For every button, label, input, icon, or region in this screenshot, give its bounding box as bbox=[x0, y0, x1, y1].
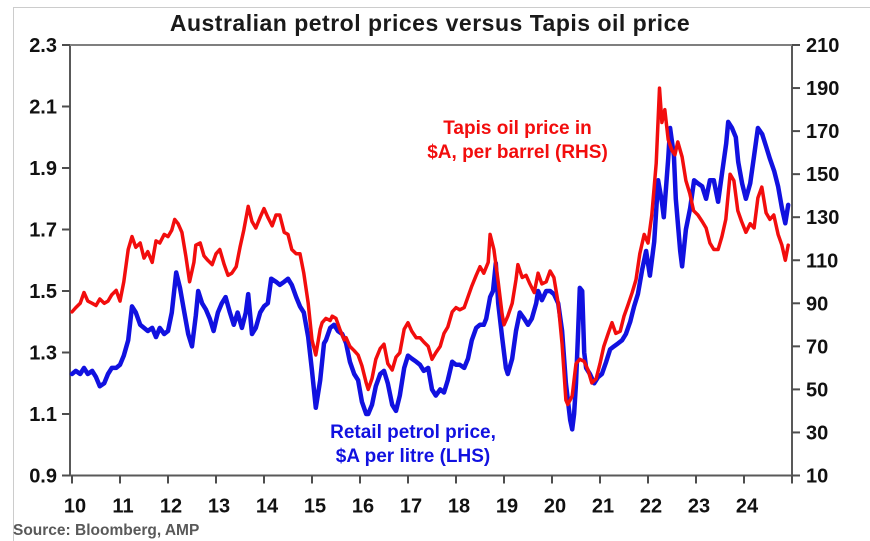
x-axis-tick-label: 13 bbox=[208, 496, 230, 518]
x-axis-tick-label: 23 bbox=[688, 496, 710, 518]
tapis-series-label-line1: Tapis oil price in bbox=[443, 118, 592, 139]
tapis-line bbox=[70, 86, 790, 407]
x-axis-tick-label: 16 bbox=[352, 496, 374, 518]
right-axis-tick-label: 30 bbox=[806, 422, 828, 444]
x-axis-tick-label: 18 bbox=[448, 496, 470, 518]
source-note: Source: Bloomberg, AMP bbox=[13, 522, 200, 539]
petrol-series-label: Retail petrol price, $A per litre (LHS) bbox=[292, 421, 534, 469]
page-border-top bbox=[13, 7, 870, 8]
left-axis-tick-label: 1.9 bbox=[29, 158, 57, 180]
right-axis-tick-label: 210 bbox=[806, 35, 839, 57]
x-axis-tick-label: 12 bbox=[160, 496, 182, 518]
x-axis-tick-label: 11 bbox=[112, 496, 133, 518]
petrol-line bbox=[69, 119, 791, 432]
x-axis-tick-label: 20 bbox=[544, 496, 566, 518]
left-axis-tick-label: 1.3 bbox=[29, 343, 57, 365]
x-axis-tick-label: 15 bbox=[304, 496, 326, 518]
x-axis-tick-label: 14 bbox=[256, 496, 279, 518]
x-axis-tick-label: 21 bbox=[592, 496, 614, 518]
right-axis-tick-label: 170 bbox=[806, 121, 839, 143]
right-axis-tick-label: 130 bbox=[806, 207, 839, 229]
x-axis-tick-label: 17 bbox=[400, 496, 422, 518]
tapis-series-label-line2: $A, per barrel (RHS) bbox=[427, 142, 608, 163]
left-axis-tick-label: 1.7 bbox=[29, 220, 57, 242]
right-axis-tick-label: 10 bbox=[806, 466, 828, 488]
left-axis-tick-label: 2.1 bbox=[29, 97, 57, 119]
tapis-series-label: Tapis oil price in $A, per barrel (RHS) bbox=[395, 117, 640, 165]
x-axis-tick-label: 10 bbox=[64, 496, 86, 518]
x-axis-tick-label: 24 bbox=[736, 496, 759, 518]
petrol-series-label-line2: $A per litre (LHS) bbox=[335, 446, 491, 467]
petrol-series-label-line1: Retail petrol price, bbox=[330, 422, 496, 443]
right-axis-tick-label: 150 bbox=[806, 164, 839, 186]
left-axis-tick-label: 2.3 bbox=[29, 35, 57, 57]
right-axis-tick-label: 110 bbox=[806, 250, 838, 272]
right-axis-tick-label: 70 bbox=[806, 336, 828, 358]
right-axis-tick-label: 190 bbox=[806, 78, 839, 100]
left-axis-tick-label: 1.1 bbox=[29, 404, 57, 426]
x-axis-tick-label: 19 bbox=[496, 496, 518, 518]
right-axis-tick-label: 50 bbox=[806, 379, 828, 401]
left-axis-tick-label: 0.9 bbox=[29, 466, 57, 488]
x-axis-tick-label: 22 bbox=[640, 496, 662, 518]
page-border-left bbox=[13, 7, 14, 541]
left-axis-tick-label: 1.5 bbox=[29, 281, 57, 303]
right-axis-tick-label: 90 bbox=[806, 293, 828, 315]
chart-title: Australian petrol prices versus Tapis oi… bbox=[169, 10, 691, 36]
